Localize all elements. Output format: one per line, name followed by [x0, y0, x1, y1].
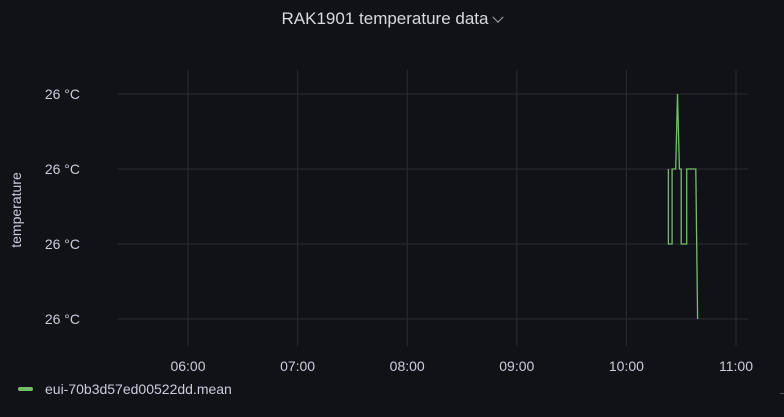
- x-tick-label: 10:00: [609, 358, 644, 374]
- x-tick-label: 07:00: [280, 358, 315, 374]
- x-tick-label: 06:00: [170, 358, 205, 374]
- panel-title: RAK1901 temperature data: [281, 9, 489, 28]
- scroll-marker: [780, 393, 784, 394]
- y-tick-label: 26 °C: [45, 86, 80, 102]
- x-tick-label: 09:00: [499, 358, 534, 374]
- legend-swatch: [18, 387, 33, 391]
- legend-item[interactable]: eui-70b3d57ed00522dd.mean: [18, 381, 232, 397]
- series-line[interactable]: [667, 93, 699, 320]
- x-tick-label: 08:00: [390, 358, 425, 374]
- x-tick-label: 11:00: [719, 358, 753, 374]
- y-tick-label: 26 °C: [45, 236, 80, 252]
- panel-title-menu[interactable]: RAK1901 temperature data: [0, 9, 784, 29]
- y-tick-label: 26 °C: [45, 311, 80, 327]
- y-tick-label: 26 °C: [45, 161, 80, 177]
- legend-label: eui-70b3d57ed00522dd.mean: [45, 381, 232, 397]
